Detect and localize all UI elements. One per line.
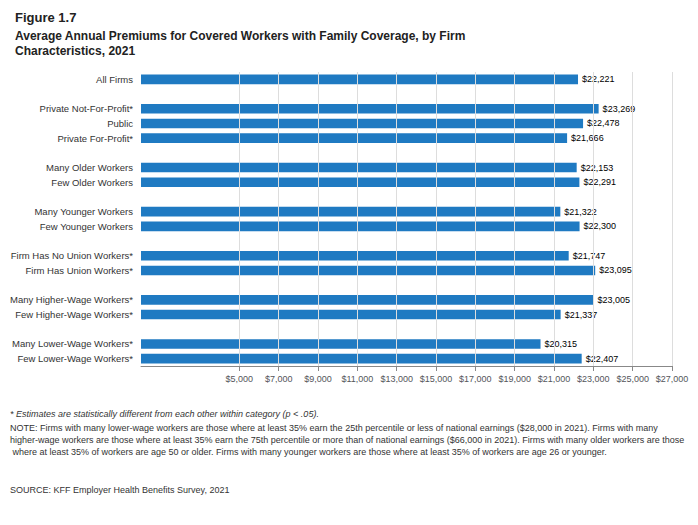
svg-text:$7,000: $7,000 (265, 374, 293, 384)
svg-text:$23,095: $23,095 (599, 265, 632, 275)
svg-text:Characteristics, 2021: Characteristics, 2021 (15, 44, 135, 58)
svg-text:Many Older Workers: Many Older Workers (46, 162, 133, 173)
svg-text:$20,315: $20,315 (545, 339, 578, 349)
svg-text:$22,153: $22,153 (581, 163, 614, 173)
svg-text:$25,000: $25,000 (616, 374, 649, 384)
svg-text:$19,000: $19,000 (498, 374, 531, 384)
svg-text:$21,666: $21,666 (571, 133, 604, 143)
svg-text:SOURCE: KFF Employer Health Be: SOURCE: KFF Employer Health Benefits Sur… (10, 485, 229, 495)
svg-text:Few Higher-Wage Workers*: Few Higher-Wage Workers* (15, 309, 133, 320)
svg-text:Few Lower-Wage Workers*: Few Lower-Wage Workers* (17, 353, 133, 364)
svg-text:$21,337: $21,337 (565, 310, 598, 320)
svg-text:$11,000: $11,000 (341, 374, 373, 384)
svg-text:$17,000: $17,000 (459, 374, 492, 384)
svg-text:* Estimates are statistically: * Estimates are statistically different … (10, 409, 319, 419)
svg-text:Few Older Workers: Few Older Workers (51, 177, 133, 188)
svg-text:$9,000: $9,000 (304, 374, 332, 384)
svg-text:Average Annual Premiums for Co: Average Annual Premiums for Covered Work… (15, 29, 465, 43)
svg-text:Figure 1.7: Figure 1.7 (15, 10, 76, 25)
svg-text:$23,000: $23,000 (577, 374, 610, 384)
svg-text:$22,291: $22,291 (583, 177, 616, 187)
svg-text:Private For-Profit*: Private For-Profit* (58, 133, 134, 144)
svg-text:Many Lower-Wage Workers*: Many Lower-Wage Workers* (12, 338, 133, 349)
svg-text:where at least 35% of workers: where at least 35% of workers are age 50… (10, 447, 607, 457)
svg-text:Few Younger Workers: Few Younger Workers (40, 221, 134, 232)
svg-text:$22,221: $22,221 (582, 74, 615, 84)
svg-text:$22,300: $22,300 (584, 221, 617, 231)
svg-text:$27,000: $27,000 (656, 374, 689, 384)
svg-text:$5,000: $5,000 (226, 374, 254, 384)
svg-text:All Firms: All Firms (96, 74, 133, 85)
svg-text:$22,407: $22,407 (586, 354, 619, 364)
svg-text:Many Higher-Wage Workers*: Many Higher-Wage Workers* (10, 294, 133, 305)
svg-text:$21,000: $21,000 (538, 374, 571, 384)
svg-text:$23,005: $23,005 (597, 295, 630, 305)
svg-text:$21,322: $21,322 (564, 207, 597, 217)
svg-text:higher-wage workers are those: higher-wage workers are those where at l… (10, 435, 684, 445)
svg-text:Firm Has Union Workers*: Firm Has Union Workers* (25, 265, 133, 276)
svg-text:$23,269: $23,269 (603, 104, 636, 114)
svg-text:Private Not-For-Profit*: Private Not-For-Profit* (40, 103, 134, 114)
svg-text:$22,478: $22,478 (587, 118, 620, 128)
svg-text:$21,747: $21,747 (573, 251, 606, 261)
svg-text:$15,000: $15,000 (420, 374, 453, 384)
svg-text:$13,000: $13,000 (380, 374, 413, 384)
svg-text:NOTE: Firms with many lower-wa: NOTE: Firms with many lower-wage workers… (10, 423, 660, 433)
svg-text:Many Younger Workers: Many Younger Workers (34, 206, 133, 217)
svg-text:Public: Public (107, 118, 133, 129)
svg-text:Firm Has No Union Workers*: Firm Has No Union Workers* (11, 250, 134, 261)
